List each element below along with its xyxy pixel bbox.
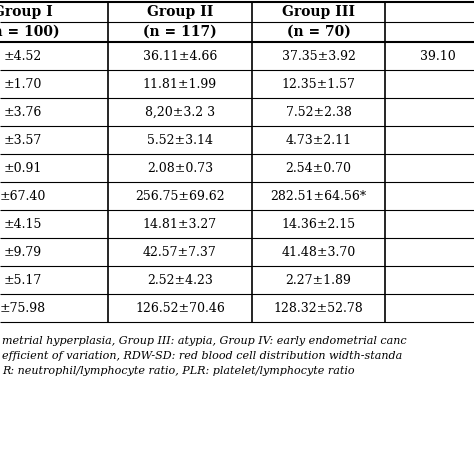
Text: 282.51±64.56*: 282.51±64.56* [271,190,366,202]
Text: ±9.79: ±9.79 [4,246,42,258]
Text: 42.57±7.37: 42.57±7.37 [143,246,217,258]
Text: 8,20±3.2 3: 8,20±3.2 3 [145,106,215,118]
Text: ±75.98: ±75.98 [0,301,46,315]
Text: 128.32±52.78: 128.32±52.78 [273,301,364,315]
Text: efficient of variation, RDW-SD: red blood cell distribution width-standa: efficient of variation, RDW-SD: red bloo… [2,351,402,361]
Text: metrial hyperplasia, Group III: atypia, Group IV: early endometrial canc: metrial hyperplasia, Group III: atypia, … [2,336,407,346]
Text: (n = 117): (n = 117) [143,25,217,39]
Text: (n = 70): (n = 70) [287,25,350,39]
Text: 39.10: 39.10 [419,49,456,63]
Text: 256.75±69.62: 256.75±69.62 [135,190,225,202]
Text: 12.35±1.57: 12.35±1.57 [282,78,356,91]
Text: 37.35±3.92: 37.35±3.92 [282,49,356,63]
Text: Group I: Group I [0,5,53,19]
Text: 126.52±70.46: 126.52±70.46 [135,301,225,315]
Text: ±67.40: ±67.40 [0,190,46,202]
Text: 14.36±2.15: 14.36±2.15 [282,218,356,230]
Text: ±3.57: ±3.57 [4,134,42,146]
Text: 5.52±3.14: 5.52±3.14 [147,134,213,146]
Text: 2.52±4.23: 2.52±4.23 [147,273,213,286]
Text: ±4.15: ±4.15 [4,218,42,230]
Text: 41.48±3.70: 41.48±3.70 [282,246,356,258]
Text: 2.54±0.70: 2.54±0.70 [285,162,352,174]
Text: 2.27±1.89: 2.27±1.89 [285,273,351,286]
Text: ±4.52: ±4.52 [4,49,42,63]
Text: 2.08±0.73: 2.08±0.73 [147,162,213,174]
Text: ±5.17: ±5.17 [4,273,42,286]
Text: ±1.70: ±1.70 [4,78,42,91]
Text: (n = 100): (n = 100) [0,25,60,39]
Text: 7.52±2.38: 7.52±2.38 [285,106,351,118]
Text: 14.81±3.27: 14.81±3.27 [143,218,217,230]
Text: R: neutrophil/lymphocyte ratio, PLR: platelet/lymphocyte ratio: R: neutrophil/lymphocyte ratio, PLR: pla… [2,366,355,376]
Text: ±3.76: ±3.76 [4,106,42,118]
Text: ±0.91: ±0.91 [4,162,42,174]
Text: Group II: Group II [147,5,213,19]
Text: 4.73±2.11: 4.73±2.11 [285,134,352,146]
Text: 11.81±1.99: 11.81±1.99 [143,78,217,91]
Text: Group III: Group III [282,5,355,19]
Text: 36.11±4.66: 36.11±4.66 [143,49,217,63]
